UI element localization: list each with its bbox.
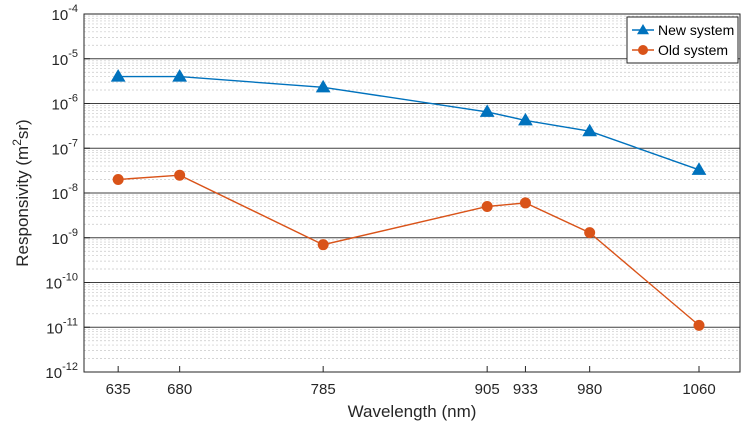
- data-point-triangle: [691, 162, 707, 175]
- y-tick-label: 10-10: [45, 272, 78, 293]
- data-point-triangle: [172, 69, 188, 82]
- series-line-0: [118, 75, 700, 171]
- y-axis-ticks: 10-4 10-5 10-6 10-7 10-8 10-9 10-10 10-11 10-12: [45, 3, 90, 382]
- data-point-triangle: [315, 79, 331, 93]
- x-axis-title: Wavelength (nm): [348, 402, 477, 421]
- data-point-triangle: [479, 104, 495, 117]
- y-tick-label: 10-6: [52, 93, 78, 114]
- data-point-circle: [174, 169, 186, 181]
- data-point-circle: [693, 319, 705, 331]
- x-tick-label: 680: [167, 381, 192, 398]
- data-point-triangle: [518, 112, 533, 126]
- x-tick-label: 905: [475, 381, 500, 398]
- y-tick-label: 10-9: [52, 227, 78, 248]
- x-tick-label: 635: [106, 381, 131, 398]
- data-point-triangle: [110, 69, 126, 82]
- data-point-circle: [112, 174, 124, 186]
- x-tick-label: 933: [513, 381, 538, 398]
- legend-label: New system: [658, 22, 734, 38]
- x-tick-label: 1060: [682, 381, 715, 398]
- minor-grid: [84, 15, 740, 359]
- legend-box: [626, 16, 739, 64]
- legend-marker-circle: [638, 45, 648, 55]
- data-point-circle: [317, 239, 329, 251]
- series-line-1: [118, 174, 700, 326]
- x-axis-ticks: 635 680 785 905 933 980 1060: [106, 366, 716, 398]
- y-tick-label: 10-7: [52, 137, 78, 158]
- y-tick-label: 10-4: [52, 3, 78, 24]
- legend-label: Old system: [658, 42, 728, 58]
- series-layer: [110, 69, 707, 331]
- data-point-circle: [481, 200, 493, 212]
- data-point-circle: [584, 227, 596, 239]
- data-point-triangle: [582, 123, 598, 137]
- x-tick-label: 785: [311, 381, 336, 398]
- y-tick-label: 10-12: [45, 361, 78, 382]
- legend: New system Old system: [626, 16, 739, 64]
- y-tick-label: 10-8: [52, 182, 78, 203]
- data-point-circle: [519, 197, 531, 209]
- legend-marker-triangle: [637, 24, 649, 35]
- x-tick-label: 980: [577, 381, 602, 398]
- y-axis-title: Responsivity (m2sr): [10, 119, 32, 266]
- y-tick-label: 10-5: [52, 48, 78, 69]
- y-tick-label: 10-11: [46, 316, 78, 337]
